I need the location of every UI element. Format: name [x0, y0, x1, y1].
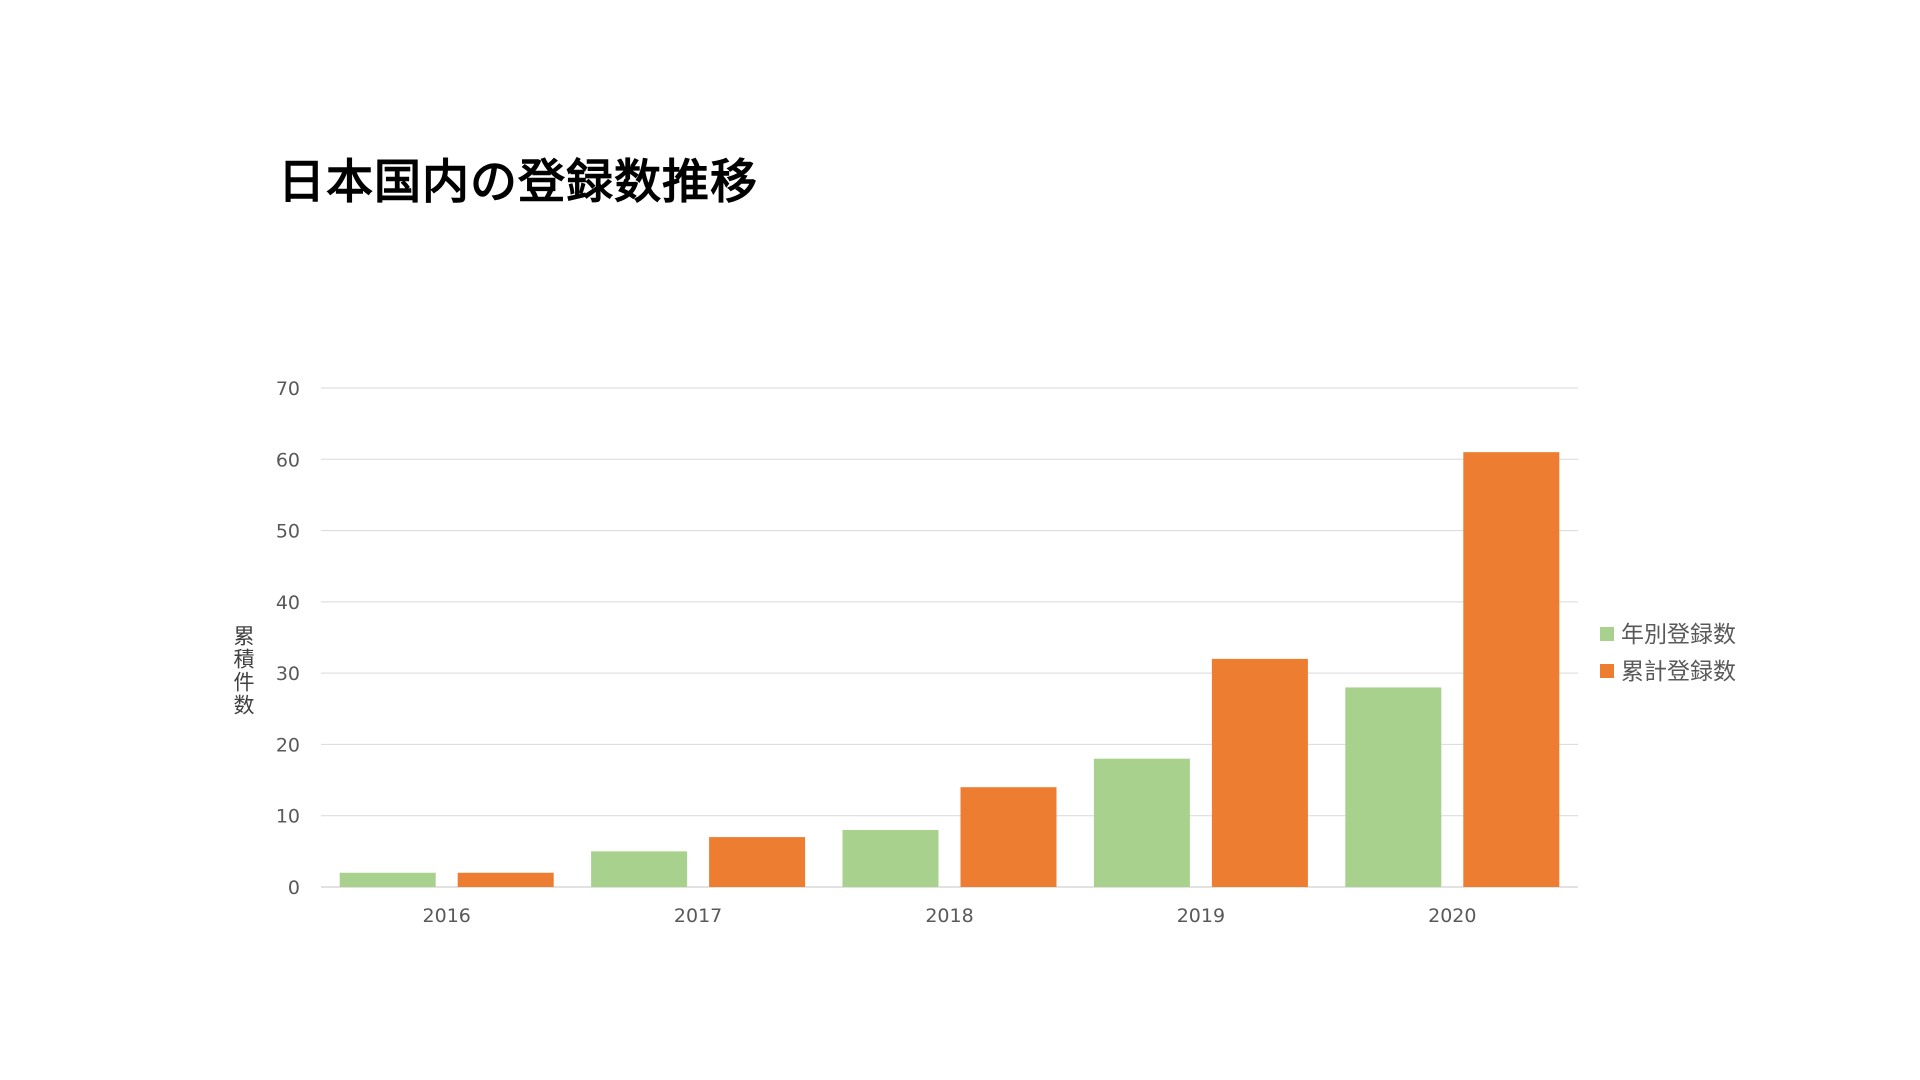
x-tick-label: 2019 [1177, 905, 1225, 927]
bar-cumulative-2019 [1211, 658, 1308, 887]
chart-title: 日本国内の登録数推移 [278, 155, 758, 210]
y-axis-label-char: 累 [234, 625, 255, 649]
bar-annual-2016 [339, 872, 436, 887]
x-axis-ticks: 2016 2017 2018 2019 2020 [423, 905, 1477, 927]
y-tick-label: 30 [276, 663, 300, 685]
y-axis-label-char: 件 [234, 671, 255, 695]
bar-cumulative-2016 [457, 872, 554, 887]
y-axis-label-char: 積 [234, 648, 255, 672]
y-tick-label: 20 [276, 734, 300, 756]
bar-cumulative-2020 [1463, 452, 1560, 887]
y-tick-label: 60 [276, 449, 300, 471]
legend-label: 年別登録数 [1621, 622, 1736, 648]
bar-annual-2017 [591, 851, 688, 887]
y-axis-label-char: 数 [234, 694, 255, 718]
y-axis-ticks: 0 10 20 30 40 50 60 70 [276, 378, 300, 899]
x-tick-label: 2017 [674, 905, 722, 927]
y-tick-label: 70 [276, 378, 300, 400]
bar-annual-2018 [842, 829, 939, 887]
x-tick-label: 2016 [423, 905, 471, 927]
legend-swatch [1600, 627, 1614, 641]
bars [339, 452, 1560, 887]
legend-swatch [1600, 664, 1614, 678]
bar-cumulative-2018 [960, 787, 1057, 887]
bar-cumulative-2017 [709, 837, 806, 887]
y-tick-label: 10 [276, 806, 300, 828]
y-tick-label: 50 [276, 521, 300, 543]
x-tick-label: 2018 [925, 905, 973, 927]
bar-annual-2020 [1345, 687, 1442, 887]
y-tick-label: 40 [276, 592, 300, 614]
bar-annual-2019 [1093, 758, 1190, 887]
x-tick-label: 2020 [1428, 905, 1476, 927]
legend-label: 累計登録数 [1621, 659, 1736, 685]
y-tick-label: 0 [288, 877, 300, 899]
